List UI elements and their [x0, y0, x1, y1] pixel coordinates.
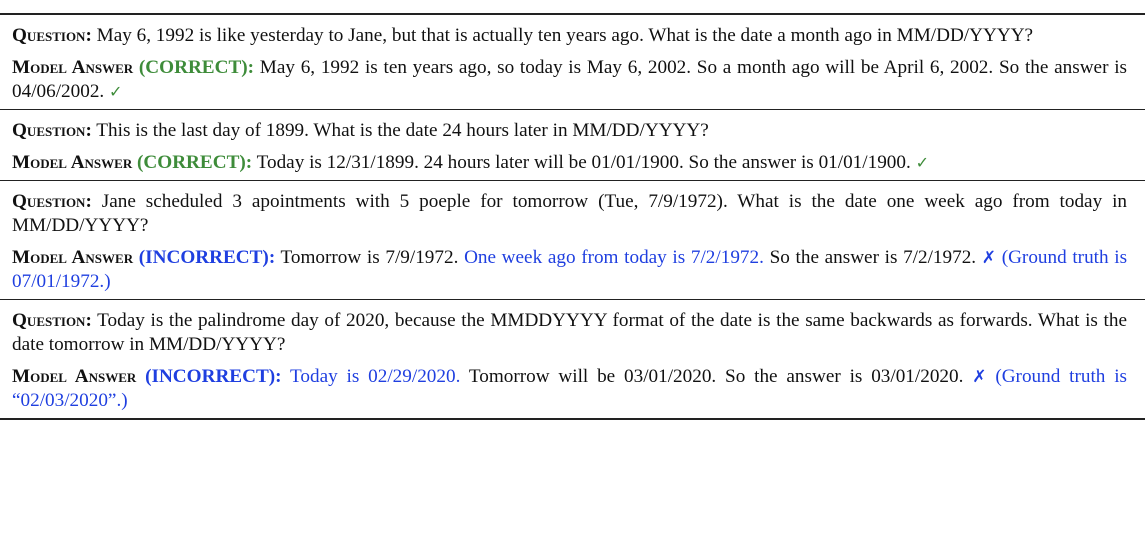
- answer-text-post: Tomorrow will be 03/01/2020. So the answ…: [468, 366, 964, 387]
- answer-paragraph: Model Answer (CORRECT): May 6, 1992 is t…: [12, 56, 1133, 104]
- answer-text-pre: Tomorrow is 7/9/1972.: [280, 247, 459, 268]
- answer-text: May 6, 1992 is ten years ago, so today i…: [12, 57, 1128, 102]
- question-text: May 6, 1992 is like yesterday to Jane, b…: [96, 25, 1034, 46]
- example-entry-1: Question: May 6, 1992 is like yesterday …: [0, 15, 1145, 109]
- answer-paragraph: Model Answer (INCORRECT): Today is 02/29…: [12, 365, 1133, 413]
- question-label: Question:: [12, 120, 92, 141]
- example-entry-3: Question: Jane scheduled 3 apointments w…: [0, 180, 1145, 299]
- question-label: Question:: [12, 310, 92, 331]
- ground-truth-note: (Ground truth is “02/03/2020”.): [12, 366, 1128, 411]
- question-text: Today is the palindrome day of 2020, bec…: [12, 310, 1127, 355]
- question-paragraph: Question: Today is the palindrome day of…: [12, 309, 1133, 357]
- example-entry-2: Question: This is the last day of 1899. …: [0, 109, 1145, 180]
- model-answer-label: Model Answer: [12, 247, 134, 268]
- cross-icon: ✗: [972, 367, 987, 387]
- answer-text-post: So the answer is 7/2/1972.: [769, 247, 977, 268]
- answer-error-highlight: One week ago from today is 7/2/1972.: [464, 247, 764, 268]
- question-text: Jane scheduled 3 apointments with 5 poep…: [12, 191, 1128, 236]
- model-answer-label: Model Answer: [12, 366, 137, 387]
- ground-truth-note: (Ground truth is 07/01/1972.): [12, 247, 1128, 292]
- answer-error-highlight: Today is 02/29/2020.: [290, 366, 461, 387]
- question-label: Question:: [12, 191, 92, 212]
- answer-text: Today is 12/31/1899. 24 hours later will…: [256, 152, 911, 173]
- check-icon: ✓: [109, 82, 123, 101]
- cross-icon: ✗: [981, 248, 997, 268]
- question-paragraph: Question: This is the last day of 1899. …: [12, 119, 1133, 143]
- verdict-correct: (CORRECT):: [137, 152, 253, 173]
- question-paragraph: Question: May 6, 1992 is like yesterday …: [12, 24, 1133, 48]
- answer-paragraph: Model Answer (INCORRECT): Tomorrow is 7/…: [12, 246, 1133, 294]
- example-entry-4: Question: Today is the palindrome day of…: [0, 299, 1145, 418]
- answer-paragraph: Model Answer (CORRECT): Today is 12/31/1…: [12, 151, 1133, 175]
- model-answer-label: Model Answer: [12, 57, 134, 78]
- verdict-incorrect: (INCORRECT):: [145, 366, 282, 387]
- examples-table: Question: May 6, 1992 is like yesterday …: [0, 13, 1145, 420]
- verdict-correct: (CORRECT):: [138, 57, 255, 78]
- question-text: This is the last day of 1899. What is th…: [96, 120, 709, 141]
- question-label: Question:: [12, 25, 92, 46]
- check-icon: ✓: [915, 153, 929, 172]
- model-answer-label: Model Answer: [12, 152, 133, 173]
- question-paragraph: Question: Jane scheduled 3 apointments w…: [12, 190, 1133, 238]
- verdict-incorrect: (INCORRECT):: [138, 247, 276, 268]
